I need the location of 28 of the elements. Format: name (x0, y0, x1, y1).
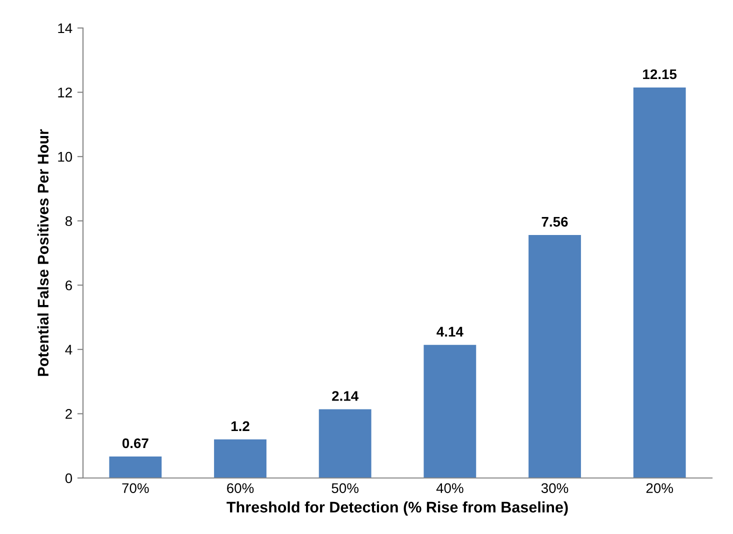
y-axis-title: Potential False Positives Per Hour (37, 129, 49, 376)
data-label: 4.14 (436, 326, 464, 336)
data-label: 7.56 (542, 216, 568, 227)
y-tick-label: 8 (65, 216, 72, 226)
x-tick-label: 60% (227, 483, 254, 494)
y-tick-label: 10 (58, 152, 72, 162)
x-tick-label: 70% (122, 483, 149, 494)
y-tick-label: 6 (66, 280, 72, 290)
y-tick-label: 2 (66, 409, 72, 419)
data-label: 12.15 (643, 69, 677, 80)
data-label: 0.67 (122, 438, 148, 448)
bar (528, 235, 581, 478)
y-tick-label: 14 (58, 23, 72, 34)
x-tick-label: 40% (436, 483, 464, 494)
y-tick-label: 12 (58, 88, 72, 98)
y-tick-label: 4 (65, 344, 72, 354)
bar (633, 87, 686, 478)
bar (424, 344, 476, 478)
x-tick-label: 20% (646, 483, 673, 494)
bar (214, 439, 266, 478)
bar (318, 409, 372, 478)
x-tick-label: 50% (332, 483, 358, 494)
data-label: 2.14 (332, 391, 359, 401)
bar (109, 456, 162, 478)
x-tick-label: 30% (541, 483, 568, 494)
x-axis-title: Threshold for Detection (% Rise from Baseline) (226, 501, 568, 516)
y-tick-label: 0 (65, 473, 72, 484)
data-label: 1.2 (231, 421, 250, 431)
